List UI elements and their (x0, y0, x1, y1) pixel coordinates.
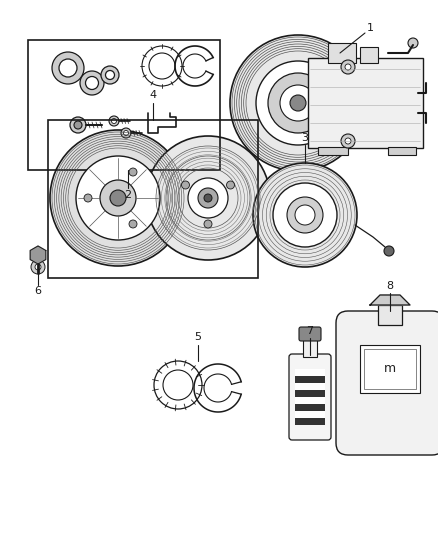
Bar (360, 47, 378, 63)
Circle shape (384, 246, 394, 256)
Circle shape (198, 188, 218, 208)
Circle shape (149, 53, 175, 79)
Circle shape (129, 168, 137, 176)
Text: 6: 6 (35, 286, 42, 296)
Circle shape (280, 85, 316, 121)
Bar (308, 58, 423, 148)
Bar (295, 383, 325, 390)
Text: 3: 3 (301, 133, 308, 143)
Bar (48, 120, 258, 278)
Bar (364, 349, 416, 389)
Circle shape (110, 190, 126, 206)
Circle shape (188, 178, 228, 218)
Circle shape (50, 130, 186, 266)
Circle shape (112, 118, 117, 124)
Circle shape (408, 38, 418, 48)
Circle shape (226, 181, 234, 189)
Bar (28, 40, 220, 170)
Text: 4: 4 (149, 90, 156, 100)
Circle shape (74, 121, 82, 129)
Circle shape (109, 116, 119, 126)
FancyBboxPatch shape (336, 311, 438, 455)
Circle shape (129, 220, 137, 228)
Circle shape (124, 131, 128, 135)
Circle shape (101, 66, 119, 84)
Bar (318, 147, 348, 155)
Circle shape (256, 61, 340, 145)
Bar (388, 147, 416, 155)
Text: 1: 1 (367, 23, 374, 33)
Bar (295, 397, 325, 404)
Bar (303, 339, 317, 357)
Circle shape (230, 35, 366, 171)
Bar (295, 369, 325, 376)
Bar (295, 418, 325, 425)
Circle shape (287, 197, 323, 233)
Circle shape (181, 181, 190, 189)
Circle shape (345, 64, 351, 70)
Circle shape (106, 70, 114, 79)
Circle shape (76, 156, 160, 240)
Circle shape (59, 59, 77, 77)
Polygon shape (30, 246, 46, 264)
Circle shape (204, 194, 212, 202)
Polygon shape (370, 295, 410, 305)
Bar (360, 345, 420, 393)
FancyBboxPatch shape (299, 327, 321, 341)
Circle shape (31, 260, 45, 274)
Text: 7: 7 (307, 326, 314, 336)
Circle shape (80, 71, 104, 95)
Text: 2: 2 (124, 190, 131, 200)
Circle shape (341, 134, 355, 148)
Circle shape (273, 183, 337, 247)
Circle shape (253, 163, 357, 267)
Circle shape (85, 77, 99, 90)
Text: 5: 5 (194, 332, 201, 342)
Circle shape (35, 264, 41, 270)
Bar (295, 411, 325, 418)
Circle shape (142, 46, 182, 86)
Circle shape (290, 95, 306, 111)
Circle shape (345, 138, 351, 144)
Circle shape (146, 136, 270, 260)
Circle shape (163, 370, 193, 400)
Bar (295, 390, 325, 397)
Bar (295, 404, 325, 411)
Circle shape (268, 73, 328, 133)
Text: m: m (384, 362, 396, 376)
Bar (328, 43, 356, 63)
Circle shape (341, 60, 355, 74)
Circle shape (70, 117, 86, 133)
Bar (378, 305, 402, 325)
Circle shape (295, 205, 315, 225)
Circle shape (154, 361, 202, 409)
Bar (295, 376, 325, 383)
FancyBboxPatch shape (289, 354, 331, 440)
Circle shape (84, 194, 92, 202)
Text: 8: 8 (386, 281, 394, 291)
Circle shape (100, 180, 136, 216)
Circle shape (121, 128, 131, 138)
Circle shape (204, 220, 212, 228)
Circle shape (52, 52, 84, 84)
